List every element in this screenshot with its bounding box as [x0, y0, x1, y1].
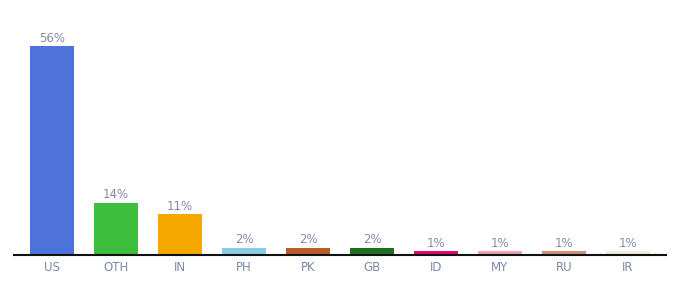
Bar	[30, 46, 74, 255]
Bar	[222, 248, 267, 255]
Text: 11%: 11%	[167, 200, 193, 212]
Bar	[477, 251, 522, 255]
Text: 1%: 1%	[555, 237, 573, 250]
Bar	[606, 251, 650, 255]
Bar	[286, 248, 330, 255]
Bar	[158, 214, 203, 255]
Bar	[350, 248, 394, 255]
Bar	[94, 203, 139, 255]
Text: 1%: 1%	[619, 237, 637, 250]
Text: 2%: 2%	[235, 233, 254, 246]
Text: 14%: 14%	[103, 188, 129, 201]
Bar	[541, 251, 586, 255]
Bar	[413, 251, 458, 255]
Text: 56%: 56%	[39, 32, 65, 45]
Text: 1%: 1%	[426, 237, 445, 250]
Text: 2%: 2%	[299, 233, 318, 246]
Text: 1%: 1%	[491, 237, 509, 250]
Text: 2%: 2%	[362, 233, 381, 246]
